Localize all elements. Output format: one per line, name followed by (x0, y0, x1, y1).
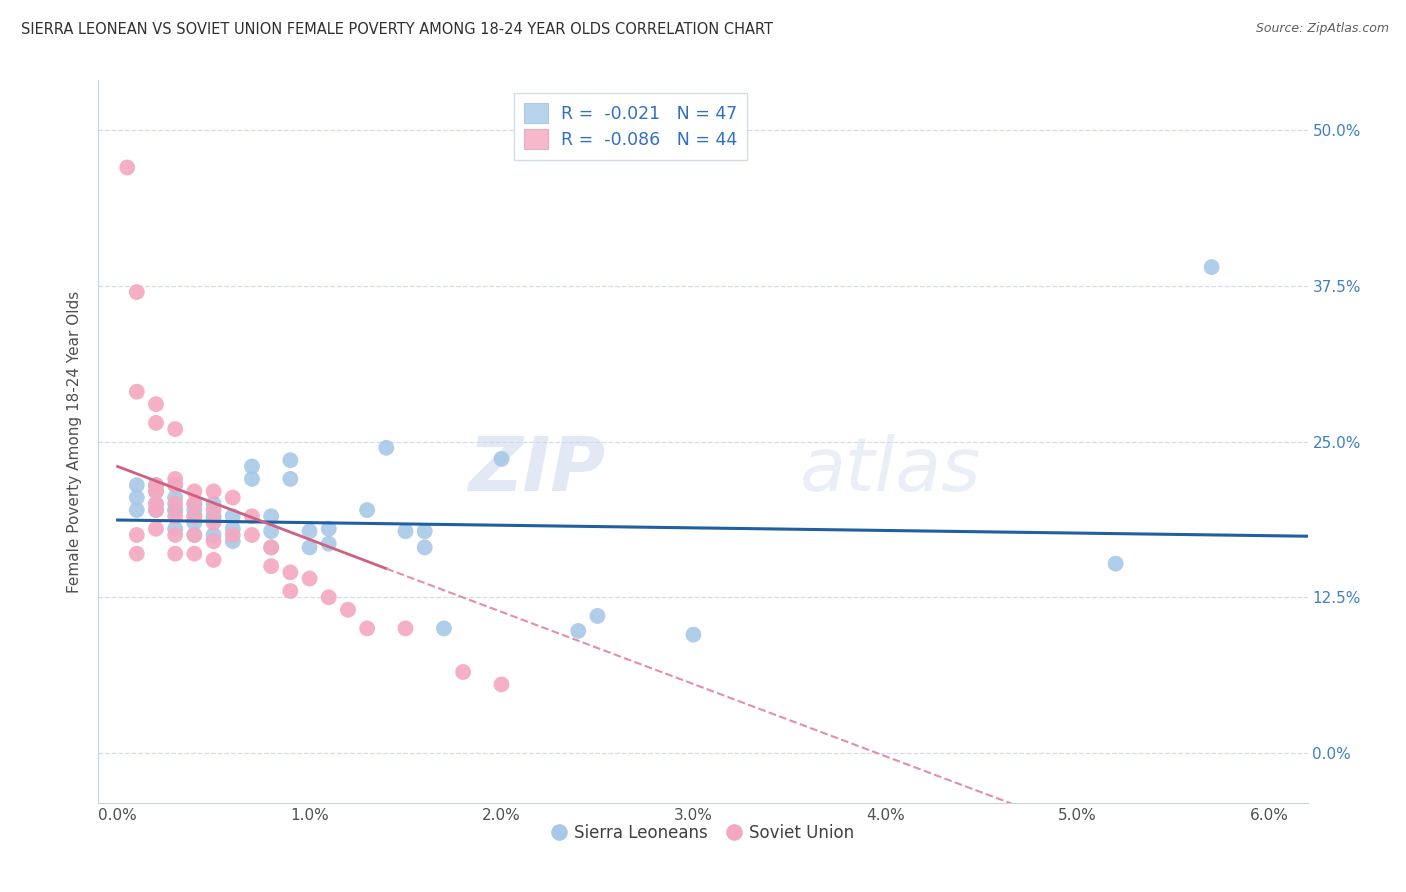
Point (222, 534, 245, 549)
Point (451, 665, 474, 679)
Point (222, 528, 245, 542)
Point (202, 509, 225, 524)
Point (125, 384, 148, 399)
Point (260, 524, 283, 539)
Point (567, 624, 589, 638)
Point (183, 509, 205, 524)
Point (183, 516, 205, 530)
Point (125, 478, 148, 492)
Text: SIERRA LEONEAN VS SOVIET UNION FEMALE POVERTY AMONG 18-24 YEAR OLDS CORRELATION : SIERRA LEONEAN VS SOVIET UNION FEMALE PO… (21, 22, 773, 37)
Point (165, 478, 187, 492)
Point (1201, 260, 1223, 274)
Point (394, 621, 416, 635)
Point (165, 509, 187, 524)
Point (413, 541, 436, 555)
Point (222, 509, 245, 524)
Point (375, 441, 398, 455)
Point (145, 397, 167, 411)
Point (202, 534, 225, 549)
Point (165, 497, 187, 511)
Point (165, 472, 187, 486)
Text: ZIP: ZIP (470, 434, 606, 507)
Point (318, 522, 340, 536)
Point (433, 621, 456, 635)
Point (125, 285, 148, 299)
Point (115, 161, 138, 175)
Point (280, 472, 302, 486)
Point (145, 478, 167, 492)
Point (222, 491, 245, 505)
Point (145, 416, 167, 430)
Point (125, 491, 148, 505)
Point (298, 572, 321, 586)
Point (125, 503, 148, 517)
Point (260, 559, 283, 574)
Point (165, 528, 187, 542)
Point (202, 512, 225, 526)
Point (318, 537, 340, 551)
Point (394, 524, 416, 539)
Point (183, 528, 205, 542)
Point (183, 503, 205, 517)
Text: Source: ZipAtlas.com: Source: ZipAtlas.com (1256, 22, 1389, 36)
Point (202, 528, 225, 542)
Point (145, 484, 167, 499)
Point (183, 547, 205, 561)
Point (145, 478, 167, 492)
Y-axis label: Female Poverty Among 18-24 Year Olds: Female Poverty Among 18-24 Year Olds (67, 291, 83, 592)
Point (260, 541, 283, 555)
Point (298, 524, 321, 539)
Point (222, 522, 245, 536)
Point (145, 484, 167, 499)
Point (240, 528, 263, 542)
Text: atlas: atlas (800, 434, 981, 507)
Point (183, 509, 205, 524)
Point (145, 497, 167, 511)
Point (183, 497, 205, 511)
Point (413, 524, 436, 539)
Point (165, 422, 187, 436)
Point (145, 497, 167, 511)
Point (183, 497, 205, 511)
Point (280, 584, 302, 599)
Point (356, 621, 378, 635)
Point (1104, 557, 1126, 571)
Point (202, 516, 225, 530)
Point (202, 503, 225, 517)
Point (202, 484, 225, 499)
Point (165, 491, 187, 505)
Point (298, 541, 321, 555)
Point (682, 627, 704, 641)
Point (145, 503, 167, 517)
Point (165, 478, 187, 492)
Point (240, 459, 263, 474)
Point (125, 547, 148, 561)
Point (491, 677, 513, 691)
Point (202, 497, 225, 511)
Point (318, 591, 340, 605)
Point (145, 522, 167, 536)
Point (491, 452, 513, 467)
Point (280, 566, 302, 580)
Point (260, 541, 283, 555)
Point (240, 472, 263, 486)
Point (183, 484, 205, 499)
Point (183, 528, 205, 542)
Point (586, 609, 609, 624)
Point (336, 603, 359, 617)
Point (356, 503, 378, 517)
Point (165, 503, 187, 517)
Point (202, 553, 225, 567)
Point (145, 503, 167, 517)
Point (165, 503, 187, 517)
Legend: Sierra Leoneans, Soviet Union: Sierra Leoneans, Soviet Union (546, 817, 860, 848)
Point (165, 522, 187, 536)
Point (125, 528, 148, 542)
Point (280, 453, 302, 467)
Point (260, 509, 283, 524)
Point (165, 547, 187, 561)
Point (240, 509, 263, 524)
